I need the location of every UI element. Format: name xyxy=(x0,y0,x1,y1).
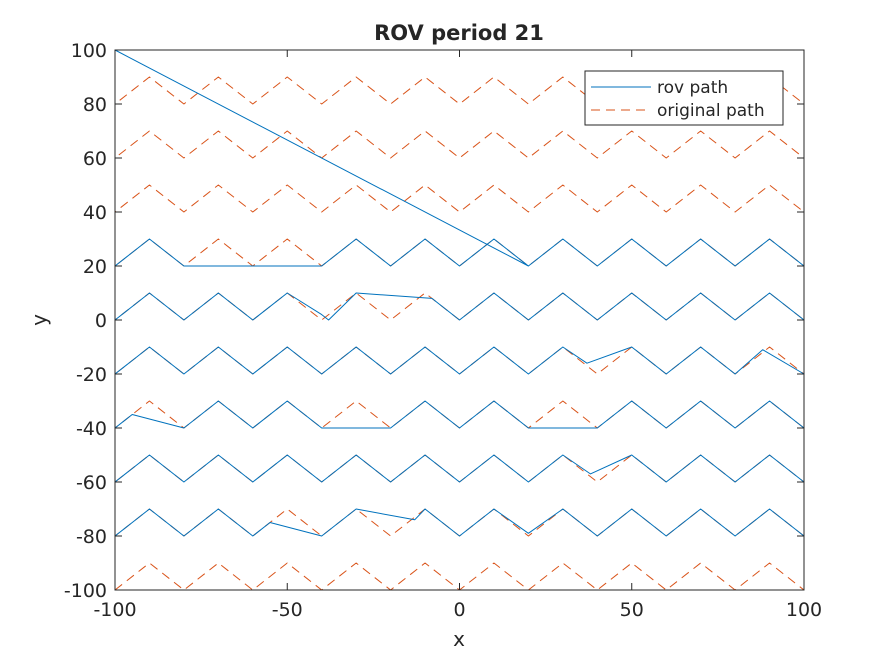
y-tick-label: -20 xyxy=(76,364,107,386)
legend: rov path original path xyxy=(584,70,784,126)
y-tick-label: 40 xyxy=(83,202,107,224)
legend-rov-path-label: rov path xyxy=(657,78,728,98)
x-tick-label: -100 xyxy=(93,599,136,621)
x-tick-label: 50 xyxy=(620,599,644,621)
y-tick-label: -100 xyxy=(64,580,107,602)
rov-path-series xyxy=(114,49,805,591)
y-tick-label: 100 xyxy=(71,40,107,62)
y-tick-label: -80 xyxy=(76,526,107,548)
x-tick-label: -50 xyxy=(272,599,303,621)
y-tick-label: 20 xyxy=(83,256,107,278)
y-tick-label: 80 xyxy=(83,94,107,116)
chart-title: ROV period 21 xyxy=(374,21,544,45)
x-axis-ticks: -100 -50 0 50 100 xyxy=(93,50,822,621)
x-axis-label: x xyxy=(453,627,465,651)
x-tick-label: 100 xyxy=(786,599,822,621)
legend-original-path-label: original path xyxy=(657,101,765,121)
x-tick-label: 0 xyxy=(453,599,465,621)
legend-box xyxy=(584,70,784,126)
y-axis-label: y xyxy=(27,314,51,326)
original-path-line xyxy=(114,50,805,591)
y-tick-label: 0 xyxy=(95,310,107,332)
original-path-series xyxy=(114,50,805,591)
y-axis-ticks: -100 -80 -60 -40 -20 0 20 40 60 80 100 xyxy=(64,40,804,602)
y-tick-label: -60 xyxy=(76,472,107,494)
rov-path-line xyxy=(114,49,805,591)
y-tick-label: -40 xyxy=(76,418,107,440)
y-tick-label: 60 xyxy=(83,148,107,170)
